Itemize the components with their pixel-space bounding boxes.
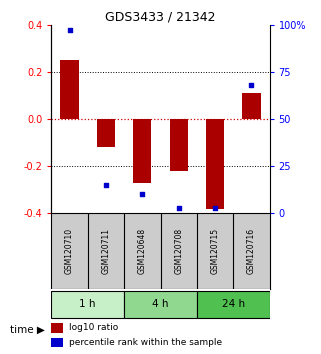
- Text: percentile rank within the sample: percentile rank within the sample: [69, 338, 222, 347]
- Text: 4 h: 4 h: [152, 299, 169, 309]
- Bar: [206, 119, 224, 209]
- Text: 1 h: 1 h: [80, 299, 96, 309]
- Text: GSM120716: GSM120716: [247, 228, 256, 274]
- Point: [103, 182, 108, 188]
- Text: 24 h: 24 h: [222, 299, 245, 309]
- Point: [140, 192, 145, 197]
- Bar: [169, 119, 188, 171]
- Text: GSM120708: GSM120708: [174, 228, 183, 274]
- Bar: [51, 338, 63, 347]
- Bar: [133, 119, 152, 183]
- Bar: [60, 60, 79, 119]
- Text: GSM120715: GSM120715: [211, 228, 220, 274]
- Point: [67, 28, 72, 33]
- Bar: [242, 93, 261, 119]
- Text: GSM120710: GSM120710: [65, 228, 74, 274]
- Point: [176, 205, 181, 211]
- FancyBboxPatch shape: [197, 291, 270, 318]
- Text: time ▶: time ▶: [10, 325, 45, 335]
- Text: log10 ratio: log10 ratio: [69, 324, 118, 332]
- Bar: [97, 119, 115, 147]
- Text: GSM120711: GSM120711: [101, 228, 110, 274]
- Point: [213, 205, 218, 211]
- FancyBboxPatch shape: [51, 291, 124, 318]
- FancyBboxPatch shape: [124, 291, 197, 318]
- Bar: [51, 323, 63, 332]
- Point: [249, 82, 254, 88]
- Text: GSM120648: GSM120648: [138, 228, 147, 274]
- Title: GDS3433 / 21342: GDS3433 / 21342: [105, 11, 216, 24]
